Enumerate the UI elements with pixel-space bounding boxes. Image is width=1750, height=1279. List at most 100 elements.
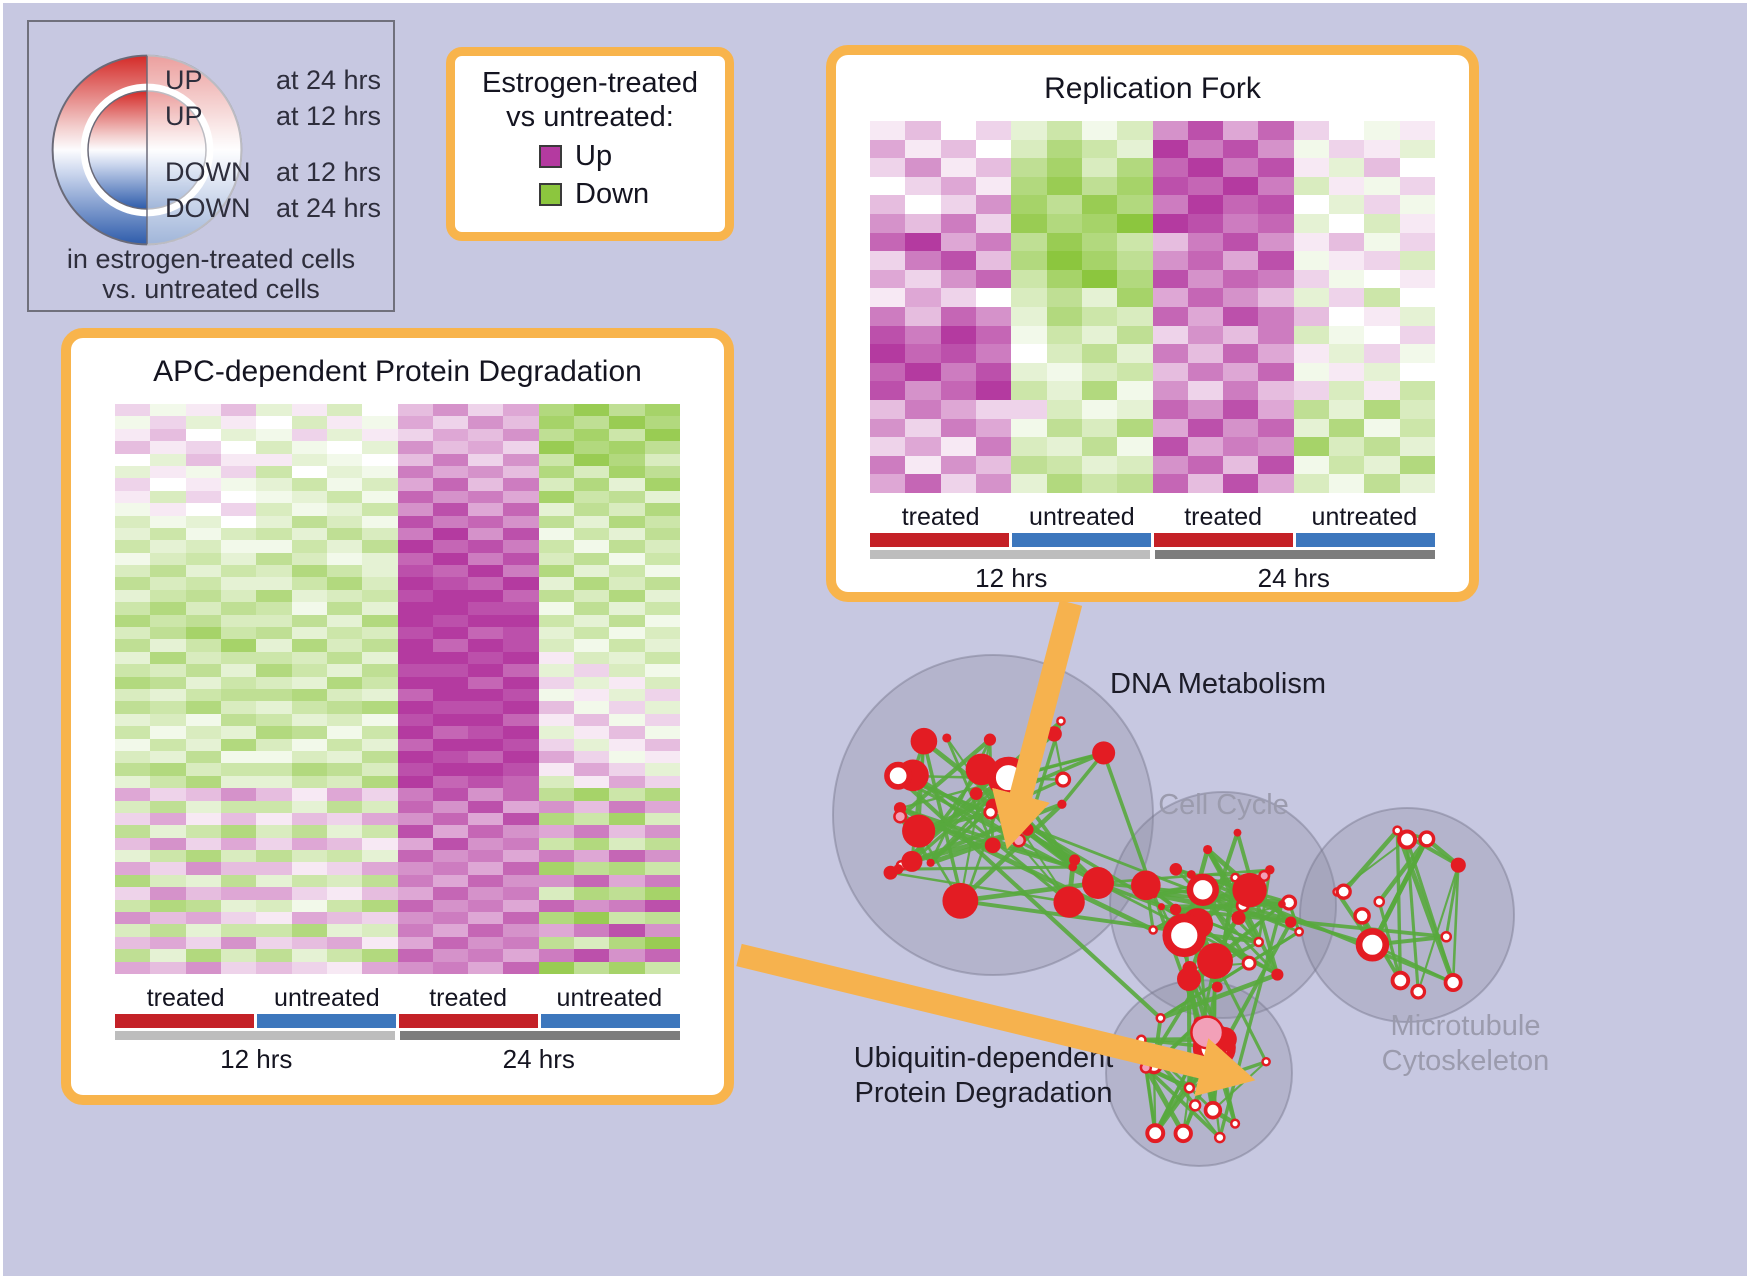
heatmap-cell bbox=[609, 788, 645, 801]
cluster-label-microtubule-cytoskeleton: Microtubule Cytoskeleton bbox=[1373, 1009, 1558, 1079]
network-node-ring bbox=[1230, 1118, 1241, 1129]
time-label: at 12 hrs bbox=[275, 101, 381, 131]
treated-bar-segment bbox=[115, 1014, 254, 1028]
panel-title: APC-dependent Protein Degradation bbox=[153, 355, 642, 388]
heatmap-cell bbox=[574, 862, 610, 875]
heatmap-cell bbox=[574, 837, 610, 851]
heatmap-cell bbox=[1223, 139, 1259, 159]
heatmap-cell bbox=[870, 176, 906, 196]
heatmap-cell bbox=[905, 195, 941, 214]
heatmap-cell bbox=[326, 614, 363, 628]
network-node bbox=[942, 733, 952, 743]
heatmap-cell bbox=[115, 726, 151, 739]
heatmap-cell bbox=[362, 639, 398, 652]
heatmap-cell bbox=[975, 455, 1012, 475]
heatmap-cell bbox=[468, 961, 504, 974]
heatmap-cell bbox=[256, 912, 292, 925]
heatmap-cell bbox=[256, 713, 292, 727]
heatmap-cell bbox=[1081, 418, 1118, 438]
heatmap-cell bbox=[1258, 158, 1294, 177]
heatmap-cell bbox=[362, 651, 398, 665]
heatmap-cell bbox=[397, 936, 433, 950]
heatmap-cell bbox=[115, 404, 151, 417]
heatmap-cell bbox=[538, 812, 575, 826]
heatmap-cell bbox=[1046, 139, 1082, 159]
heatmap-cell bbox=[468, 688, 504, 702]
heatmap-cell bbox=[940, 288, 976, 307]
heatmap-cell bbox=[326, 800, 363, 813]
heatmap-cell bbox=[1117, 381, 1153, 400]
heatmap-cell bbox=[609, 490, 645, 504]
heatmap-cell bbox=[432, 763, 469, 776]
heatmap-cell bbox=[397, 688, 433, 702]
heatmap-cell bbox=[975, 232, 1012, 252]
heatmap-cell bbox=[291, 750, 327, 764]
group-label-untreated: untreated bbox=[556, 984, 663, 1012]
heatmap-cell bbox=[468, 862, 504, 875]
heatmap-cell bbox=[291, 428, 327, 442]
heatmap-cell bbox=[468, 565, 504, 578]
heatmap-cell bbox=[326, 589, 363, 603]
heatmap-cell bbox=[256, 887, 292, 900]
network-node-ring bbox=[1135, 1034, 1147, 1046]
heatmap-cell bbox=[1293, 214, 1330, 233]
heatmap-cell bbox=[609, 738, 645, 751]
legend-item-label: Up bbox=[575, 140, 613, 172]
network-node-ring bbox=[1173, 1123, 1193, 1144]
heatmap-cell bbox=[1081, 288, 1118, 307]
heatmap-cell bbox=[644, 688, 680, 702]
heatmap-cell bbox=[538, 750, 575, 764]
treated-bar-segment bbox=[870, 533, 1009, 547]
heatmap-cell bbox=[503, 589, 539, 603]
heatmap-cell bbox=[870, 344, 906, 363]
heatmap-cell bbox=[326, 465, 363, 479]
heatmap-cell bbox=[574, 589, 610, 603]
treated-bar-segment bbox=[399, 1014, 538, 1028]
heatmap-cell bbox=[1187, 400, 1224, 419]
heatmap-cell bbox=[220, 862, 257, 875]
heatmap-cell bbox=[432, 503, 469, 516]
heatmap-cell bbox=[291, 961, 327, 974]
heatmap-cell bbox=[644, 490, 680, 504]
heatmap-cell bbox=[574, 912, 610, 925]
heatmap-cell bbox=[397, 627, 433, 640]
network-node bbox=[1046, 726, 1062, 742]
time-span-bar bbox=[115, 1031, 680, 1040]
heatmap-cell bbox=[1152, 474, 1188, 493]
heatmap-cell bbox=[644, 465, 680, 479]
heatmap-cell bbox=[362, 713, 398, 727]
heatmap-cell bbox=[468, 763, 504, 776]
heatmap-cell bbox=[538, 552, 575, 566]
heatmap-cell bbox=[905, 418, 941, 438]
heatmap-cell bbox=[150, 750, 186, 764]
heatmap-cell bbox=[185, 428, 221, 442]
bar-24hrs bbox=[1155, 550, 1435, 559]
heatmap-cell bbox=[940, 195, 976, 214]
cluster-label-ubiquitin-degradation: Ubiquitin-dependent Protein Degradation bbox=[846, 1041, 1121, 1111]
heatmap-cell bbox=[432, 416, 469, 429]
network-edge bbox=[1213, 960, 1268, 1063]
heatmap-cell bbox=[326, 453, 363, 466]
heatmap-cell bbox=[185, 503, 221, 516]
heatmap-cell bbox=[468, 465, 504, 479]
heatmap-cell bbox=[432, 614, 469, 628]
heatmap-cell bbox=[644, 527, 680, 541]
heatmap-cell bbox=[468, 949, 504, 962]
network-node bbox=[983, 733, 997, 746]
heatmap-cell bbox=[397, 812, 433, 826]
heatmap-cell bbox=[870, 455, 906, 475]
heatmap-cell bbox=[1187, 307, 1224, 326]
heatmap-cell bbox=[609, 949, 645, 962]
heatmap-cell bbox=[468, 750, 504, 764]
heatmap-cell bbox=[362, 490, 398, 504]
heatmap-cell bbox=[1223, 195, 1259, 214]
heatmap-cell bbox=[150, 924, 186, 937]
heatmap-cell bbox=[220, 887, 257, 900]
heatmap-cell bbox=[115, 788, 151, 801]
heatmap-cell bbox=[975, 307, 1012, 326]
heatmap-cell bbox=[1011, 251, 1047, 270]
heatmap-cell bbox=[574, 515, 610, 528]
heatmap-cell bbox=[905, 437, 941, 456]
network-edge bbox=[1341, 828, 1400, 894]
